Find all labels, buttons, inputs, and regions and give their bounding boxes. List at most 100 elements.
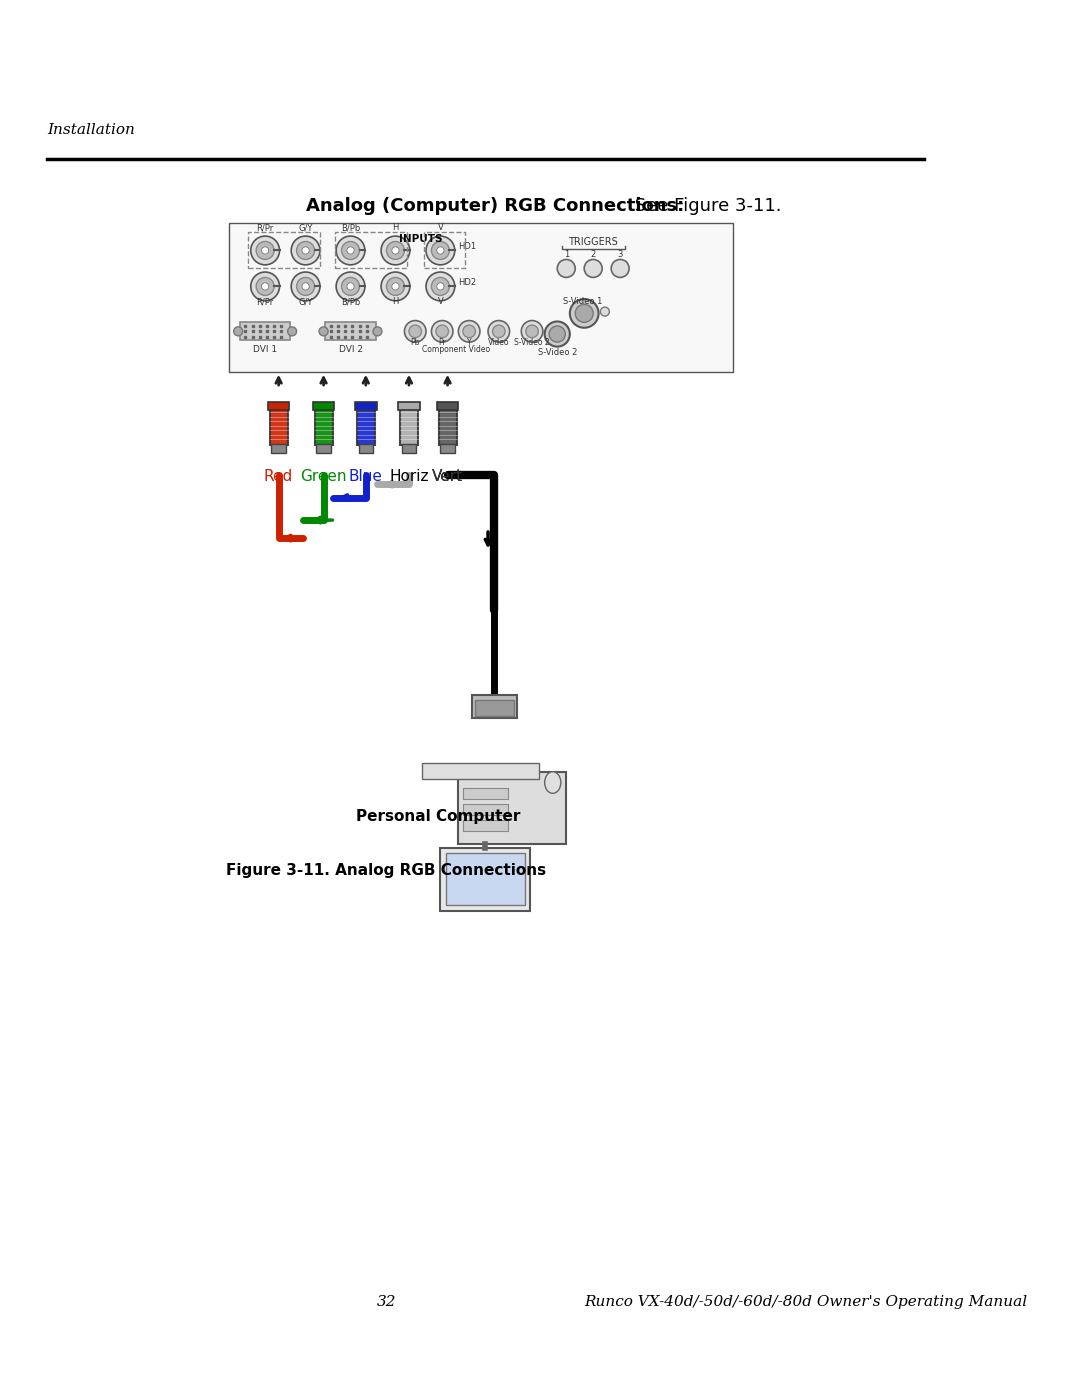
Circle shape bbox=[544, 321, 570, 346]
Circle shape bbox=[319, 327, 328, 335]
Bar bbox=[268, 402, 289, 409]
Circle shape bbox=[436, 282, 444, 291]
Circle shape bbox=[251, 236, 280, 265]
Text: 3: 3 bbox=[618, 250, 623, 260]
Circle shape bbox=[426, 272, 455, 300]
Text: TRIGGERS: TRIGGERS bbox=[568, 237, 618, 247]
Circle shape bbox=[233, 327, 243, 335]
Text: Pb: Pb bbox=[410, 338, 420, 346]
Circle shape bbox=[341, 242, 360, 260]
Bar bbox=[472, 696, 517, 718]
Circle shape bbox=[387, 278, 404, 295]
Circle shape bbox=[392, 247, 399, 254]
Text: G/Y: G/Y bbox=[298, 224, 313, 232]
Bar bbox=[248, 232, 320, 268]
Bar bbox=[458, 771, 566, 844]
Text: Analog (Computer) RGB Connections:: Analog (Computer) RGB Connections: bbox=[306, 197, 684, 215]
Circle shape bbox=[404, 320, 426, 342]
Text: B/Pb: B/Pb bbox=[341, 298, 360, 306]
Bar bbox=[271, 444, 286, 453]
Circle shape bbox=[557, 260, 576, 278]
Circle shape bbox=[373, 327, 382, 335]
Text: HD2: HD2 bbox=[458, 278, 476, 288]
Circle shape bbox=[549, 326, 565, 342]
Bar bbox=[313, 402, 335, 409]
Bar bbox=[441, 444, 455, 453]
Text: Runco VX-40d/-50d/-60d/-80d Owner's Operating Manual: Runco VX-40d/-50d/-60d/-80d Owner's Oper… bbox=[584, 1295, 1027, 1309]
Bar bbox=[424, 232, 464, 268]
Text: Horiz: Horiz bbox=[389, 469, 429, 483]
Text: Video: Video bbox=[488, 338, 510, 346]
Bar bbox=[399, 402, 420, 409]
Text: G/Y: G/Y bbox=[298, 298, 313, 306]
Text: DVI 1: DVI 1 bbox=[253, 345, 278, 353]
Circle shape bbox=[292, 236, 320, 265]
Circle shape bbox=[387, 242, 404, 260]
Text: B/Pb: B/Pb bbox=[341, 224, 360, 232]
Circle shape bbox=[488, 320, 510, 342]
Circle shape bbox=[297, 278, 314, 295]
Bar bbox=[463, 820, 508, 831]
Text: Personal Computer: Personal Computer bbox=[356, 809, 521, 824]
Circle shape bbox=[611, 260, 630, 278]
Circle shape bbox=[463, 326, 475, 338]
Circle shape bbox=[261, 282, 269, 291]
Bar bbox=[463, 788, 508, 799]
Bar bbox=[270, 407, 287, 446]
Bar bbox=[355, 402, 377, 409]
Text: Installation: Installation bbox=[46, 123, 135, 137]
Circle shape bbox=[600, 307, 609, 316]
Bar bbox=[422, 763, 539, 780]
Circle shape bbox=[297, 242, 314, 260]
Text: HD1: HD1 bbox=[458, 242, 476, 251]
Text: See Figure 3-11.: See Figure 3-11. bbox=[630, 197, 782, 215]
Circle shape bbox=[336, 272, 365, 300]
Circle shape bbox=[347, 247, 354, 254]
Circle shape bbox=[570, 299, 598, 328]
Text: Component Video: Component Video bbox=[421, 345, 489, 353]
Circle shape bbox=[256, 242, 274, 260]
Bar bbox=[359, 444, 373, 453]
Bar bbox=[474, 700, 514, 717]
Text: R/Pr: R/Pr bbox=[257, 298, 273, 306]
Circle shape bbox=[584, 260, 603, 278]
Text: INPUTS: INPUTS bbox=[399, 235, 442, 244]
Text: 2: 2 bbox=[591, 250, 596, 260]
Circle shape bbox=[431, 242, 449, 260]
Circle shape bbox=[336, 236, 365, 265]
Circle shape bbox=[436, 247, 444, 254]
Bar bbox=[441, 848, 530, 911]
Bar bbox=[356, 407, 375, 446]
Text: 32: 32 bbox=[377, 1295, 396, 1309]
Bar bbox=[316, 444, 330, 453]
Text: Vert: Vert bbox=[432, 469, 463, 483]
Circle shape bbox=[392, 282, 399, 291]
Text: S-Video 2: S-Video 2 bbox=[514, 338, 550, 346]
Circle shape bbox=[381, 236, 409, 265]
Circle shape bbox=[526, 326, 538, 338]
Ellipse shape bbox=[544, 771, 561, 793]
Bar bbox=[402, 444, 416, 453]
Circle shape bbox=[436, 326, 448, 338]
Circle shape bbox=[347, 282, 354, 291]
Bar bbox=[325, 323, 376, 341]
Bar bbox=[229, 224, 732, 372]
Text: H: H bbox=[392, 224, 399, 232]
Circle shape bbox=[409, 326, 421, 338]
Text: Red: Red bbox=[264, 469, 294, 483]
Text: Green: Green bbox=[300, 469, 347, 483]
Text: S-Video 1: S-Video 1 bbox=[563, 298, 602, 306]
Circle shape bbox=[302, 282, 309, 291]
Text: S-Video 2: S-Video 2 bbox=[538, 348, 577, 356]
Circle shape bbox=[431, 320, 453, 342]
Text: 1: 1 bbox=[564, 250, 569, 260]
Text: V: V bbox=[437, 224, 443, 232]
Text: Figure 3-11. Analog RGB Connections: Figure 3-11. Analog RGB Connections bbox=[227, 863, 546, 879]
Bar bbox=[400, 407, 418, 446]
Text: Pr: Pr bbox=[438, 338, 446, 346]
Text: Y: Y bbox=[467, 338, 472, 346]
Circle shape bbox=[381, 272, 409, 300]
Text: H: H bbox=[392, 298, 399, 306]
Circle shape bbox=[251, 272, 280, 300]
Bar bbox=[463, 805, 508, 814]
